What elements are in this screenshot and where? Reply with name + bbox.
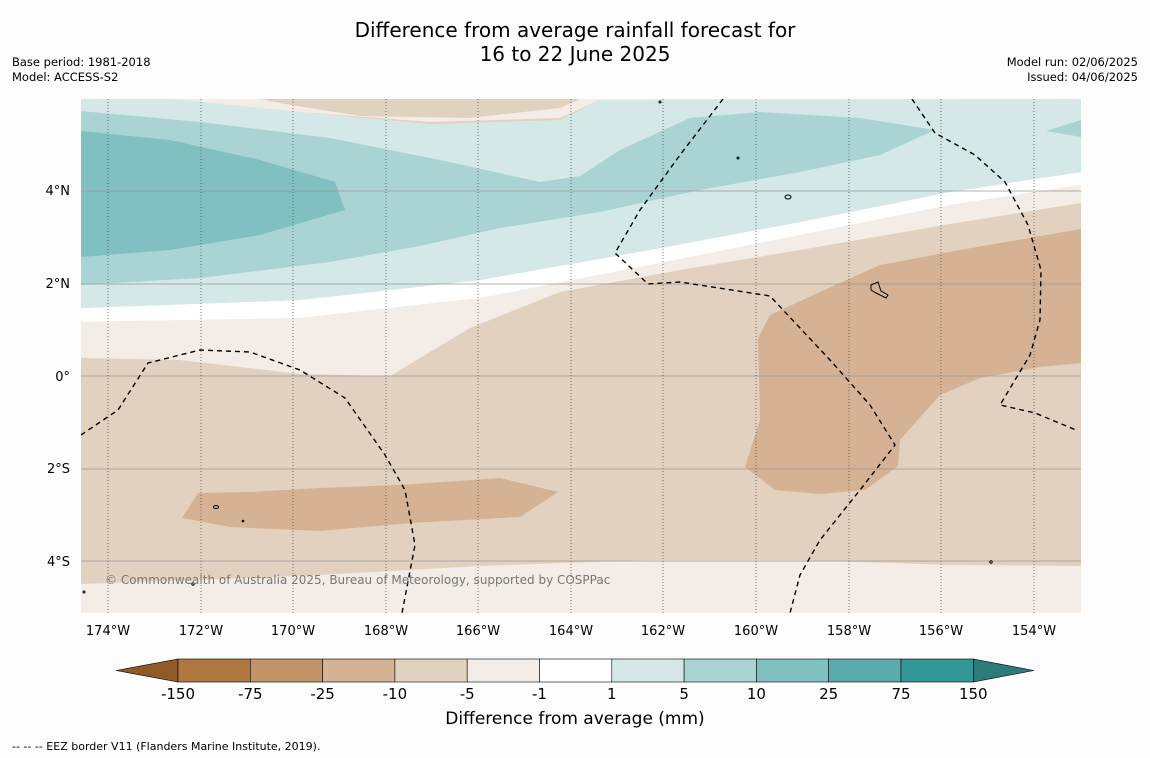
lat-label: 2°S: [47, 462, 70, 477]
band-wet-10-25: [81, 131, 345, 257]
colorbar: -150 -75 -25 -10 -5 -1 1 5 10 25 75 150: [115, 658, 1035, 703]
meta-left: Base period: 1981-2018 Model: ACCESS-S2: [12, 55, 151, 85]
lon-label: 174°W: [86, 624, 130, 639]
colorbar-segment: [539, 658, 613, 683]
colorbar-tick-label: 75: [891, 685, 910, 703]
model-name: Model: ACCESS-S2: [12, 70, 119, 84]
colorbar-tick-label: 10: [747, 685, 766, 703]
band-dry-25-10-east: [745, 229, 1081, 494]
colorbar-segment: [322, 658, 396, 683]
lat-gridlines: [81, 190, 1081, 562]
band-light-mid: [81, 185, 1081, 376]
lon-label: 162°W: [641, 624, 685, 639]
lon-label: 168°W: [364, 624, 408, 639]
chart-title: Difference from average rainfall forecas…: [0, 18, 1150, 66]
title-line-2: 16 to 22 June 2025: [479, 42, 671, 66]
lat-label: 2°N: [46, 277, 71, 292]
copyright-notice: © Commonwealth of Australia 2025, Bureau…: [105, 573, 610, 587]
colorbar-over-arrow: [972, 658, 1035, 683]
lat-label: 4°S: [47, 555, 70, 570]
colorbar-tick-label: 25: [819, 685, 838, 703]
title-line-1: Difference from average rainfall forecas…: [354, 18, 796, 42]
lon-labels: 174°W 172°W 170°W 168°W 166°W 164°W 162°…: [86, 624, 1056, 639]
lat-labels: 4°N 2°N 0° 2°S 4°S: [46, 184, 71, 570]
lat-label: 0°: [55, 370, 70, 385]
colorbar-segment: [683, 658, 757, 683]
colorbar-segment: [900, 658, 974, 683]
rainfall-map: [81, 99, 1081, 613]
colorbar-tick-label: 5: [679, 685, 689, 703]
colorbar-tick-label: -5: [460, 685, 475, 703]
colorbar-segment: [756, 658, 830, 683]
lat-label: 4°N: [46, 184, 71, 199]
band-neutral: [81, 172, 1081, 322]
islands: [82, 100, 993, 594]
eez-footnote: -- -- -- EEZ border V11 (Flanders Marine…: [12, 740, 321, 753]
lon-label: 154°W: [1012, 624, 1056, 639]
colorbar-under-arrow: [115, 658, 179, 683]
band-dry-25-10-west: [182, 478, 558, 531]
band-south-light: [81, 560, 1081, 613]
issued-date: Issued: 04/06/2025: [1027, 70, 1138, 84]
colorbar-tick-label: -75: [238, 685, 263, 703]
colorbar-tick-label: -150: [161, 685, 195, 703]
lon-label: 170°W: [271, 624, 315, 639]
lon-label: 156°W: [919, 624, 963, 639]
colorbar-tick-label: 1: [607, 685, 617, 703]
band-wet-5-10-east: [1046, 120, 1081, 137]
model-run: Model run: 02/06/2025: [1006, 55, 1138, 69]
colorbar-segment: [466, 658, 540, 683]
lon-label: 166°W: [456, 624, 500, 639]
meta-right: Model run: 02/06/2025 Issued: 04/06/2025: [1007, 55, 1138, 85]
colorbar-segment: [611, 658, 685, 683]
lon-label: 164°W: [549, 624, 593, 639]
base-period: Base period: 1981-2018: [12, 55, 151, 69]
colorbar-label: Difference from average (mm): [445, 709, 705, 729]
eez-borders: [81, 99, 1077, 613]
lon-label: 158°W: [827, 624, 871, 639]
colorbar-segment: [177, 658, 251, 683]
lon-label: 172°W: [179, 624, 223, 639]
band-wet-5-10: [81, 111, 935, 285]
band-top-brown: [260, 99, 580, 118]
colorbar-segment: [394, 658, 468, 683]
colorbar-tick-label: -10: [383, 685, 408, 703]
colorbar-tick-label: 150: [959, 685, 988, 703]
colorbar-segment: [828, 658, 902, 683]
lon-label: 160°W: [734, 624, 778, 639]
colorbar-tick-label: -1: [532, 685, 547, 703]
colorbar-tick-label: -25: [310, 685, 335, 703]
colorbar-segment: [250, 658, 323, 683]
